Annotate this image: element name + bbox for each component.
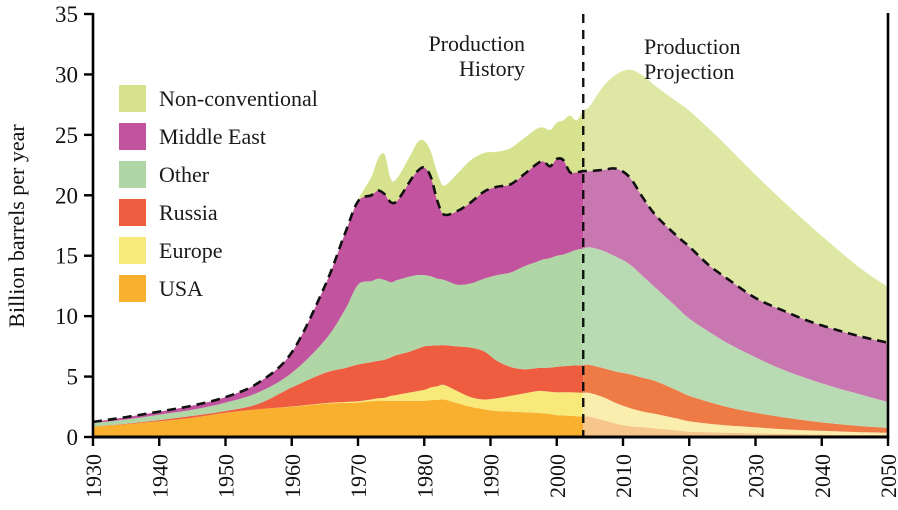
legend-item-middle-east: Middle East bbox=[119, 123, 318, 150]
x-tick-label: 1990 bbox=[479, 454, 504, 498]
x-tick-label: 1940 bbox=[147, 454, 172, 498]
legend-item-russia: Russia bbox=[119, 199, 318, 226]
legend-item-europe: Europe bbox=[119, 237, 318, 264]
legend-label: Other bbox=[159, 161, 210, 187]
conventional-total-dashed-line bbox=[92, 157, 889, 424]
legend: Non-conventional Middle East Other Russia Eu… bbox=[119, 85, 318, 313]
area-other-history bbox=[93, 248, 584, 427]
x-tick-label: 2030 bbox=[744, 454, 769, 498]
area-non-conventional-history bbox=[93, 110, 584, 422]
legend-swatch-other bbox=[119, 161, 146, 188]
area-russia-projection bbox=[583, 364, 888, 433]
legend-swatch-usa bbox=[119, 275, 146, 302]
x-tick-label: 2020 bbox=[677, 454, 702, 498]
legend-label: USA bbox=[159, 275, 204, 301]
y-tick-label: 10 bbox=[55, 304, 78, 329]
area-non-conventional-projection bbox=[583, 69, 888, 343]
annotation-projection-line1: Production bbox=[644, 34, 741, 59]
area-russia-history bbox=[93, 345, 584, 427]
x-tick-label: 1970 bbox=[346, 454, 371, 498]
area-other-projection bbox=[583, 247, 888, 428]
x-tick-label: 1950 bbox=[214, 454, 239, 498]
legend-swatch-middle-east bbox=[119, 123, 146, 150]
x-tick-label: 2010 bbox=[611, 454, 636, 498]
x-tick-label: 2040 bbox=[810, 454, 835, 498]
x-tick-label: 2050 bbox=[876, 454, 898, 498]
y-tick-label: 25 bbox=[55, 123, 78, 148]
legend-label: Non-conventional bbox=[159, 85, 318, 111]
y-tick-label: 0 bbox=[67, 425, 79, 450]
y-tick-label: 20 bbox=[55, 183, 78, 208]
history-areas bbox=[93, 110, 584, 437]
y-tick-label: 30 bbox=[55, 62, 78, 87]
legend-label: Europe bbox=[159, 237, 223, 263]
legend-label: Middle East bbox=[159, 123, 266, 149]
area-usa-projection bbox=[583, 416, 888, 437]
x-tick-label: 2000 bbox=[545, 454, 570, 498]
annotation-history-line1: Production bbox=[428, 31, 525, 56]
annotation-production-history: Production History bbox=[325, 31, 525, 81]
area-europe-projection bbox=[583, 392, 888, 436]
area-middle-east-projection bbox=[583, 168, 888, 402]
legend-item-other: Other bbox=[119, 161, 318, 188]
x-tick-label: 1960 bbox=[280, 454, 305, 498]
x-tick-label: 1980 bbox=[412, 454, 437, 498]
legend-swatch-russia bbox=[119, 199, 146, 226]
annotation-projection-line2: Projection bbox=[644, 59, 735, 84]
legend-label: Russia bbox=[159, 199, 218, 225]
annotation-production-projection: Production Projection bbox=[644, 34, 864, 84]
legend-swatch-europe bbox=[119, 237, 146, 264]
legend-item-usa: USA bbox=[119, 275, 318, 302]
y-tick-label: 5 bbox=[67, 365, 79, 390]
y-tick-label: 15 bbox=[55, 244, 78, 269]
y-tick-label: 35 bbox=[55, 2, 78, 27]
projection-areas bbox=[583, 69, 888, 437]
annotation-history-line2: History bbox=[459, 56, 525, 81]
y-axis-title: Billion barrels per year bbox=[4, 124, 29, 328]
x-tick-label: 1930 bbox=[81, 454, 106, 498]
area-middle-east-history bbox=[93, 158, 584, 424]
legend-item-non-conventional: Non-conventional bbox=[119, 85, 318, 112]
legend-swatch-non-conventional bbox=[119, 85, 146, 112]
area-usa-history bbox=[93, 399, 584, 437]
area-europe-history bbox=[93, 384, 584, 427]
